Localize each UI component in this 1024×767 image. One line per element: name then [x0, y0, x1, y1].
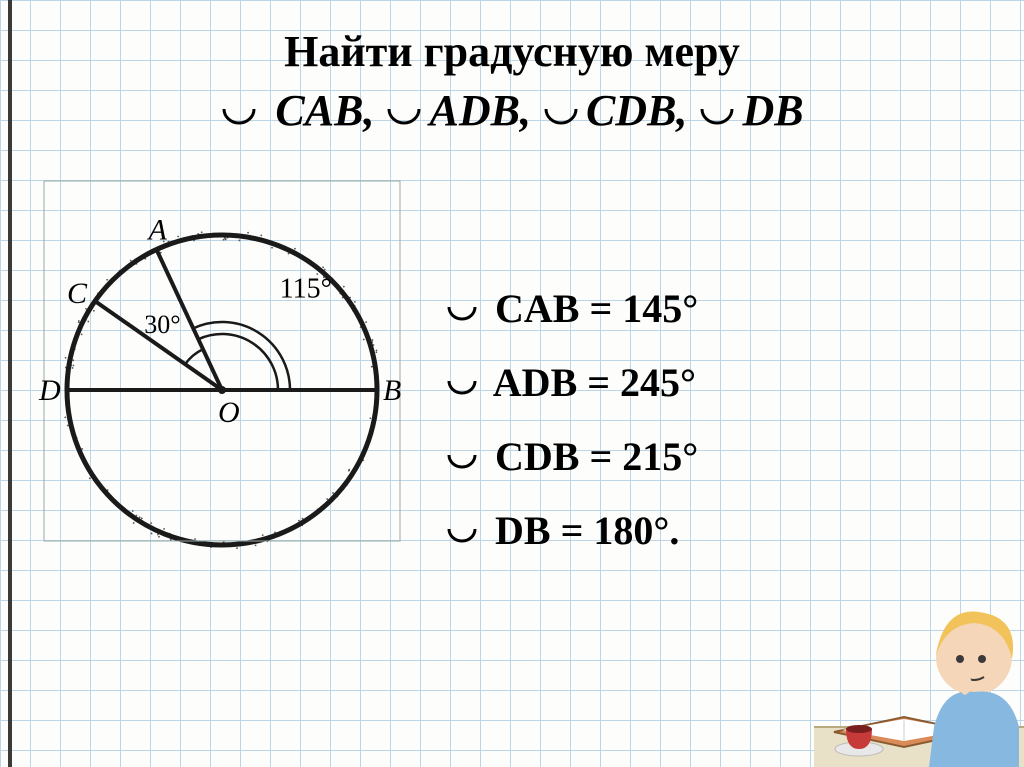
arcname-adb: ADB, [429, 86, 530, 135]
answer-row: CDB = 215° [445, 423, 698, 497]
slide-content: Найти градусную меру CAB, ADB, CDB, DB A… [0, 0, 1024, 767]
answer-name: CAB [495, 286, 579, 331]
title-line-2: CAB, ADB, CDB, DB [0, 81, 1024, 146]
arc-icon [385, 87, 423, 146]
equals: = [587, 360, 620, 405]
answer-value: 215° [622, 434, 698, 479]
answer-name: DB [495, 508, 551, 553]
equals: = [561, 508, 594, 553]
svg-text:A: A [146, 214, 167, 247]
answer-value: 180°. [593, 508, 679, 553]
arc-icon [445, 429, 479, 497]
svg-text:B: B [383, 374, 401, 407]
svg-text:C: C [67, 277, 88, 310]
answer-value: 245° [620, 360, 696, 405]
answers-list: CAB = 145° ADB = 245° CDB = 215° DB [445, 275, 698, 571]
svg-text:O: O [218, 396, 240, 429]
answer-name: CDB [495, 434, 579, 479]
answer-name: ADB [493, 360, 577, 405]
equals: = [589, 286, 622, 331]
answer-row: ADB = 245° [445, 349, 698, 423]
svg-text:30°: 30° [144, 310, 180, 339]
answer-row: DB = 180°. [445, 497, 698, 571]
arc-icon [445, 503, 479, 571]
arc-icon [445, 355, 479, 423]
title-line-1: Найти градусную меру [0, 22, 1024, 81]
answer-value: 145° [622, 286, 698, 331]
arcname-db: DB [742, 86, 803, 135]
arc-icon [445, 281, 479, 349]
title-block: Найти градусную меру CAB, ADB, CDB, DB [0, 0, 1024, 147]
circle-diagram: A B C D O 30° 115° [32, 175, 412, 575]
arc-icon [698, 87, 736, 146]
arc-icon [542, 87, 580, 146]
svg-text:115°: 115° [280, 273, 332, 304]
arcname-cab: CAB, [275, 86, 374, 135]
arcname-cdb: CDB, [586, 86, 687, 135]
answer-row: CAB = 145° [445, 275, 698, 349]
arc-icon [220, 87, 258, 146]
svg-text:D: D [38, 374, 61, 407]
equals: = [589, 434, 622, 479]
